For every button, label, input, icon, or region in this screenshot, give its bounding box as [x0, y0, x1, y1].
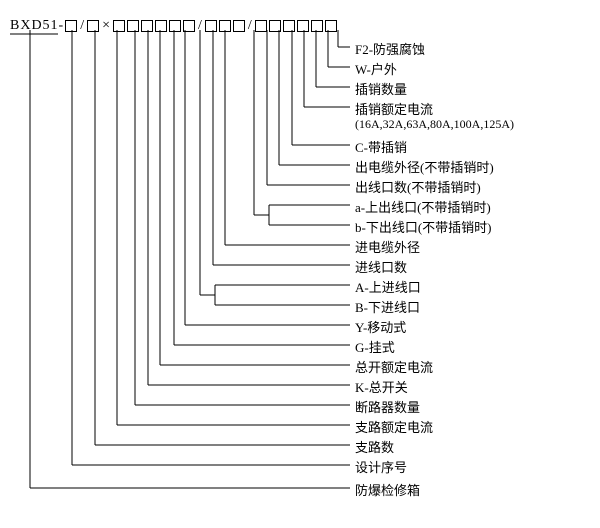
spec-label: 进线口数 [355, 257, 407, 276]
spec-label: 进电缆外径 [355, 237, 420, 256]
spec-label: b-下出线口(不带插销时) [355, 217, 492, 236]
spec-label: 总开额定电流 [355, 357, 433, 376]
spec-label: 插销额定电流 [355, 99, 433, 118]
spec-label: Y-移动式 [355, 317, 406, 336]
spec-label: 设计序号 [355, 457, 407, 476]
spec-label: 出电缆外径(不带插销时) [355, 157, 494, 176]
spec-label: 防爆检修箱 [355, 480, 420, 499]
spec-label: 支路数 [355, 437, 394, 456]
spec-label: B-下进线口 [355, 297, 420, 316]
spec-label: A-上进线口 [355, 277, 421, 296]
spec-label: C-带插销 [355, 137, 407, 156]
diagram-lines [0, 0, 600, 528]
spec-label: 出线口数(不带插销时) [355, 177, 481, 196]
spec-label: G-挂式 [355, 337, 395, 356]
spec-label: K-总开关 [355, 377, 408, 396]
spec-label: F2-防强腐蚀 [355, 39, 425, 58]
spec-sublabel: (16A,32A,63A,80A,100A,125A) [355, 117, 514, 132]
spec-label: 支路额定电流 [355, 417, 433, 436]
spec-label: W-户外 [355, 59, 397, 78]
spec-label: 断路器数量 [355, 397, 420, 416]
spec-label: a-上出线口(不带插销时) [355, 197, 491, 216]
spec-label: 插销数量 [355, 79, 407, 98]
